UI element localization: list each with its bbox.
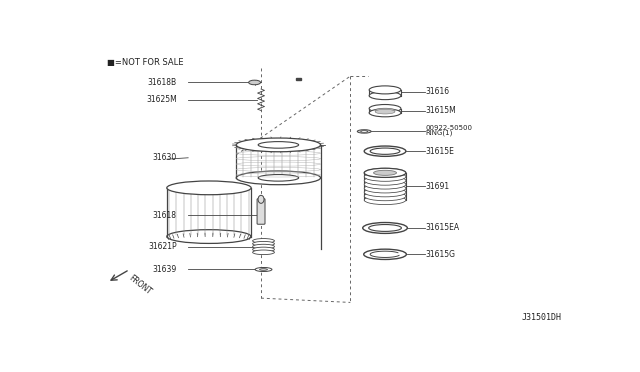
Ellipse shape (255, 267, 272, 272)
Bar (296, 78, 301, 80)
Ellipse shape (374, 170, 397, 175)
Ellipse shape (364, 249, 406, 260)
Ellipse shape (253, 250, 275, 254)
Ellipse shape (364, 168, 406, 177)
Ellipse shape (364, 188, 406, 197)
Ellipse shape (375, 108, 395, 113)
Ellipse shape (364, 146, 406, 156)
Text: 31615EA: 31615EA (426, 224, 460, 232)
Ellipse shape (370, 148, 400, 154)
Ellipse shape (369, 225, 401, 231)
Ellipse shape (369, 92, 401, 100)
Text: ■=NOT FOR SALE: ■=NOT FOR SALE (108, 58, 184, 67)
Ellipse shape (253, 238, 275, 243)
Text: 31625M: 31625M (146, 95, 177, 104)
FancyBboxPatch shape (257, 199, 265, 224)
Ellipse shape (236, 171, 321, 185)
Text: 31621P: 31621P (148, 242, 177, 251)
Text: 31616: 31616 (426, 87, 450, 96)
Ellipse shape (258, 142, 299, 148)
Ellipse shape (357, 130, 371, 133)
Ellipse shape (248, 80, 260, 85)
Ellipse shape (364, 176, 406, 185)
Text: 31691: 31691 (426, 182, 450, 191)
Ellipse shape (167, 230, 251, 243)
Text: FRONT: FRONT (127, 274, 153, 297)
Ellipse shape (258, 195, 264, 203)
Ellipse shape (260, 269, 268, 270)
Ellipse shape (361, 131, 368, 132)
Ellipse shape (167, 181, 251, 195)
Text: 31618: 31618 (153, 211, 177, 219)
Text: 31639: 31639 (152, 265, 177, 274)
Ellipse shape (258, 174, 299, 181)
Ellipse shape (369, 86, 401, 94)
Text: 31615G: 31615G (426, 250, 456, 259)
Text: 31618B: 31618B (148, 78, 177, 87)
Ellipse shape (364, 180, 406, 189)
Ellipse shape (363, 222, 408, 233)
Ellipse shape (364, 192, 406, 201)
Text: 31615M: 31615M (426, 106, 456, 115)
Text: J31501DH: J31501DH (521, 314, 561, 323)
Text: RING(1): RING(1) (426, 129, 453, 136)
Ellipse shape (364, 168, 406, 177)
Ellipse shape (364, 172, 406, 181)
Ellipse shape (253, 247, 275, 252)
Ellipse shape (364, 184, 406, 193)
Text: 31630: 31630 (152, 153, 177, 162)
Ellipse shape (375, 109, 395, 114)
Ellipse shape (253, 241, 275, 246)
Ellipse shape (364, 195, 406, 205)
Ellipse shape (253, 244, 275, 249)
Ellipse shape (236, 138, 321, 152)
Text: 31615E: 31615E (426, 147, 454, 156)
Ellipse shape (369, 105, 401, 112)
Ellipse shape (369, 109, 401, 117)
Text: 00922-50500: 00922-50500 (426, 125, 473, 131)
